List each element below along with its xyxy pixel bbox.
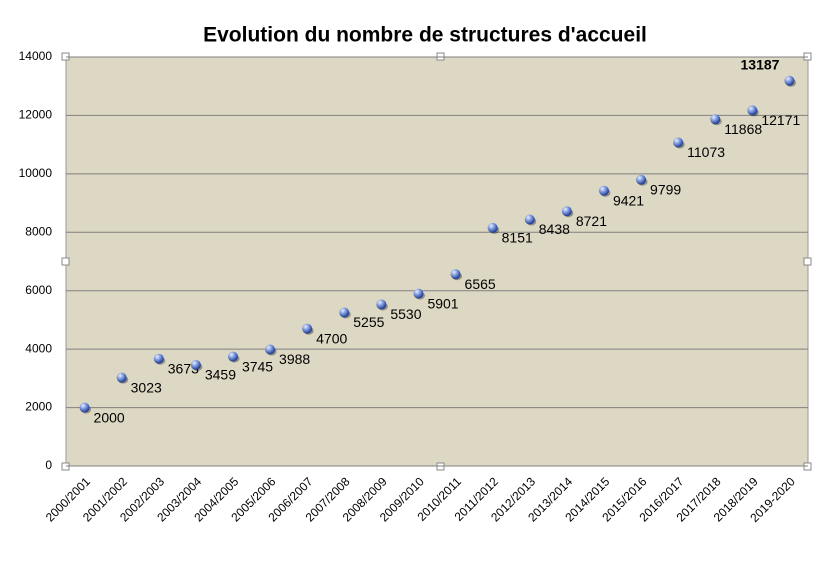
marker bbox=[450, 269, 461, 280]
data-label: 8721 bbox=[576, 213, 607, 229]
data-label: 4700 bbox=[316, 330, 347, 346]
y-tick-label: 12000 bbox=[19, 108, 53, 122]
y-tick-label: 14000 bbox=[19, 49, 53, 63]
data-label: 5901 bbox=[427, 295, 458, 311]
marker bbox=[302, 323, 313, 334]
marker bbox=[598, 185, 609, 196]
data-label: 9421 bbox=[613, 192, 644, 208]
handle bbox=[61, 257, 70, 266]
data-label: 5255 bbox=[353, 314, 384, 330]
data-label: 3745 bbox=[242, 358, 273, 374]
marker bbox=[413, 288, 424, 299]
data-label: 5530 bbox=[390, 306, 421, 322]
data-label: 11868 bbox=[724, 121, 762, 137]
marker bbox=[153, 353, 164, 364]
data-label: 3988 bbox=[279, 351, 310, 367]
y-tick-label: 0 bbox=[45, 458, 52, 472]
handle bbox=[803, 257, 812, 266]
marker bbox=[524, 214, 535, 225]
marker bbox=[227, 351, 238, 362]
marker bbox=[710, 114, 721, 125]
data-label: 6565 bbox=[465, 276, 496, 292]
data-label: 3023 bbox=[131, 379, 162, 395]
marker bbox=[265, 344, 276, 355]
y-tick-label: 4000 bbox=[25, 341, 52, 355]
marker bbox=[116, 372, 127, 383]
marker bbox=[487, 222, 498, 233]
data-label: 9799 bbox=[650, 181, 681, 197]
marker bbox=[376, 299, 387, 310]
y-tick-label: 8000 bbox=[25, 224, 52, 238]
data-label: 13187 bbox=[741, 56, 780, 72]
y-tick-label: 6000 bbox=[25, 283, 52, 297]
data-label: 11073 bbox=[687, 144, 725, 160]
marker bbox=[747, 105, 758, 116]
marker bbox=[673, 137, 684, 148]
data-label: 2000 bbox=[94, 409, 125, 425]
chart-title: Evolution du nombre de structures d'accu… bbox=[203, 24, 647, 47]
y-tick-label: 2000 bbox=[25, 400, 52, 414]
marker bbox=[784, 75, 795, 86]
data-label: 8438 bbox=[539, 221, 570, 237]
y-tick-label: 10000 bbox=[19, 166, 53, 180]
marker bbox=[561, 206, 572, 217]
plot-area bbox=[65, 56, 809, 467]
data-label: 8151 bbox=[502, 230, 533, 246]
marker bbox=[339, 307, 350, 318]
marker bbox=[190, 359, 201, 370]
marker bbox=[636, 174, 647, 185]
data-label: 12171 bbox=[761, 112, 800, 128]
data-label: 3459 bbox=[205, 367, 236, 383]
marker bbox=[79, 402, 90, 413]
